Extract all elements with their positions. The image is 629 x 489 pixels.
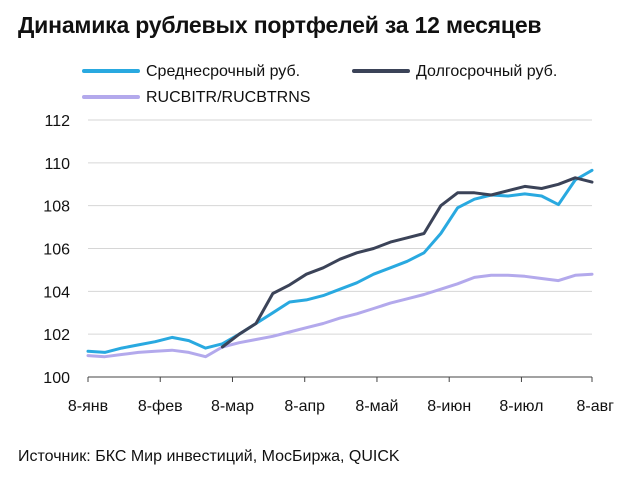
legend-label: RUCBITR/RUCBTRNS bbox=[146, 89, 310, 106]
series-line-1 bbox=[220, 176, 594, 349]
x-tick-label: 8-авг bbox=[577, 398, 615, 415]
x-tick-label: 8-фев bbox=[138, 398, 183, 415]
x-axis: 8-янв 8-фев 8-мар 8-апр 8-май 8-июн 8-июл 8-авг bbox=[68, 376, 615, 415]
legend: Среднесрочный руб. Долгосрочный руб. RUCBI… bbox=[82, 63, 557, 106]
x-tick-label: 8-янв bbox=[68, 398, 108, 415]
series-line-2 bbox=[86, 272, 594, 359]
grid bbox=[88, 119, 592, 335]
y-tick-label: 104 bbox=[43, 284, 70, 301]
series-line-0 bbox=[86, 168, 594, 354]
x-tick-label: 8-апр bbox=[284, 398, 325, 415]
x-tick-label: 8-июл bbox=[499, 398, 543, 415]
y-axis: 100 102 104 106 108 110 112 bbox=[43, 113, 70, 387]
chart-title: Динамика рублевых портфелей за 12 месяце… bbox=[18, 12, 542, 38]
legend-label: Долгосрочный руб. bbox=[416, 63, 557, 80]
x-tick-label: 8-мар bbox=[211, 398, 254, 415]
y-tick-label: 110 bbox=[44, 156, 70, 173]
y-tick-label: 102 bbox=[43, 327, 70, 344]
source-note: Источник: БКС Мир инвестиций, МосБиржа, … bbox=[18, 448, 400, 465]
x-tick-label: 8-июн bbox=[427, 398, 471, 415]
y-tick-label: 112 bbox=[44, 113, 70, 130]
y-tick-label: 100 bbox=[43, 370, 70, 387]
series bbox=[86, 168, 594, 359]
y-tick-label: 108 bbox=[43, 199, 70, 216]
y-tick-label: 106 bbox=[43, 242, 70, 259]
legend-label: Среднесрочный руб. bbox=[146, 63, 300, 80]
x-tick-label: 8-май bbox=[355, 398, 398, 415]
